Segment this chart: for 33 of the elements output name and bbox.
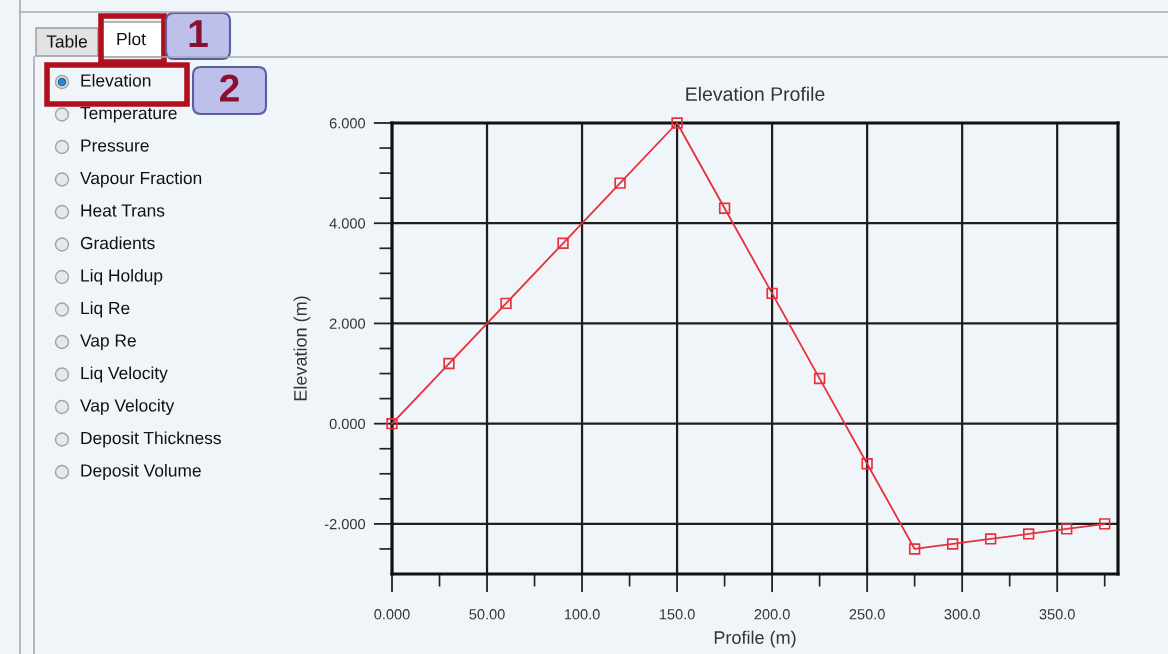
category-label: Vap Re (80, 334, 136, 351)
x-tick-label: 200.0 (754, 609, 790, 620)
y-tick-label: -2.000 (324, 518, 366, 530)
text: Table (46, 34, 87, 48)
x-tick-label: 250.0 (849, 609, 885, 620)
x-tick-label: 0.000 (374, 609, 410, 620)
category-label: Heat Trans (81, 204, 165, 217)
y-tick-label: 4.000 (329, 218, 366, 229)
text: 1 (189, 20, 208, 48)
category-label: Liq Re (81, 301, 130, 318)
x-tick-label: 50.00 (469, 609, 505, 620)
category-label: Deposit Volume (81, 463, 201, 481)
x-tick-label: 300.0 (944, 609, 980, 620)
category-label: Gradients (80, 236, 155, 250)
category-label: Pressure (81, 139, 149, 152)
category-label: Vapour Fraction (80, 171, 202, 188)
category-label: Liq Velocity (81, 366, 168, 383)
y-axis-title: Elevation (m) (293, 296, 311, 401)
x-tick-label: 150.0 (659, 609, 695, 620)
x-tick-label: 350.0 (1039, 609, 1075, 620)
text: Plot (117, 32, 146, 46)
x-tick-label: 100.0 (564, 609, 600, 620)
text: 2 (220, 74, 239, 102)
y-tick-label: 6.000 (329, 118, 366, 129)
category-label: Deposit Thickness (81, 431, 221, 448)
category-label: Elevation (81, 73, 151, 87)
category-label: Vap Velocity (80, 398, 175, 416)
x-axis-title: Profile (m) (714, 630, 796, 648)
chart-title: Elevation Profile (686, 86, 825, 101)
category-label: Temperature (80, 107, 177, 123)
y-tick-label: 0.000 (329, 418, 366, 430)
y-tick-label: 2.000 (329, 318, 366, 329)
category-label: Liq Holdup (81, 268, 163, 286)
